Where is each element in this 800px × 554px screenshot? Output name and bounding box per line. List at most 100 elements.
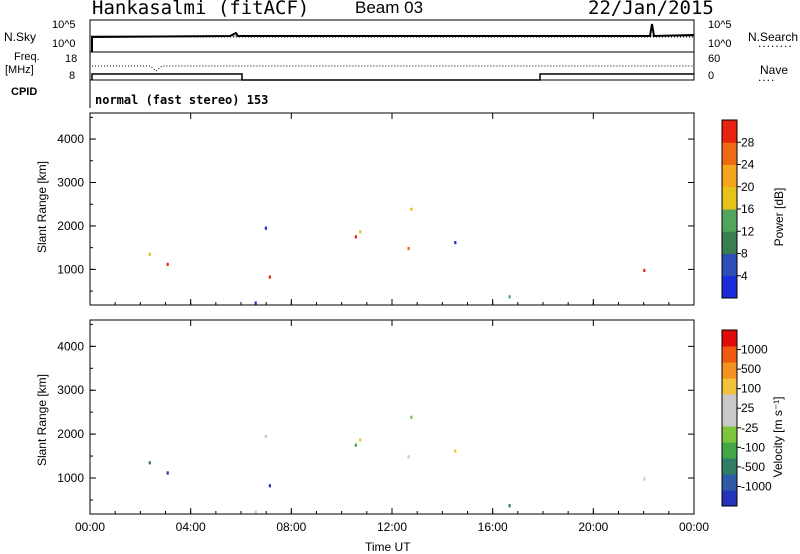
power-ytick-label: 4000 bbox=[57, 132, 84, 146]
power-colorbar: 28 24 20 16 12 8 4 bbox=[721, 119, 755, 299]
velocity-colorbar-tick-label: 1000 bbox=[741, 343, 768, 357]
velocity-colorbar-swatch bbox=[722, 442, 737, 459]
freq-unit-label: [MHz] bbox=[5, 64, 34, 76]
velocity-colorbar-swatch bbox=[722, 362, 737, 379]
date-title: 22/Jan/2015 bbox=[588, 0, 714, 19]
velocity-colorbar-swatch bbox=[722, 474, 737, 491]
velocity-data-cell bbox=[407, 455, 410, 459]
power-data-cell bbox=[254, 301, 257, 305]
nave-legend-dots: .... bbox=[758, 70, 776, 84]
power-colorbar-swatch bbox=[722, 164, 737, 188]
velocity-colorbar-tick-label: 500 bbox=[741, 362, 761, 376]
power-colorbar-tick-label: 8 bbox=[741, 247, 748, 261]
velocity-ytick-label: 2000 bbox=[57, 427, 84, 441]
velocity-data-cell bbox=[508, 504, 511, 508]
power-ytick-label: 3000 bbox=[57, 176, 84, 190]
velocity-ylabel: Slant Range [km] bbox=[35, 373, 49, 467]
velocity-panel: 4000 3000 2000 1000 00:00 04:00 08:00 12:00 16:0… bbox=[57, 319, 709, 534]
velocity-colorbar-swatch bbox=[722, 394, 737, 411]
velocity-frame bbox=[89, 319, 695, 515]
nsky-trace bbox=[91, 23, 695, 52]
nave-tick-low: 0 bbox=[708, 70, 715, 82]
nsearch-tick-low: 10^0 bbox=[708, 38, 732, 50]
velocity-colorbar-tick-label: 100 bbox=[741, 382, 761, 396]
velocity-colorbar: 1000 500 100 25 -25 -100 -500 -1000 bbox=[721, 329, 772, 507]
velocity-colorbar-swatch bbox=[722, 378, 737, 395]
freq-tick-low: 8 bbox=[69, 70, 76, 82]
velocity-data-cell bbox=[166, 471, 169, 475]
nsky-tick-high: 10^5 bbox=[52, 19, 76, 31]
nave-label: Nave bbox=[760, 63, 789, 77]
freq-tick-high: 18 bbox=[65, 53, 78, 65]
power-data-cell bbox=[454, 241, 457, 245]
power-ytick-label: 2000 bbox=[57, 219, 84, 233]
x-tick-label: 00:00 bbox=[75, 520, 105, 534]
nave-tick-high: 60 bbox=[708, 53, 721, 65]
power-panel: 4000 3000 2000 1000 bbox=[57, 112, 695, 306]
power-data-cell bbox=[359, 230, 362, 234]
velocity-colorbar-tick-label: -100 bbox=[741, 440, 765, 454]
power-colorbar-tick-label: 16 bbox=[741, 202, 755, 216]
power-colorbar-swatch bbox=[722, 209, 737, 232]
power-frame bbox=[89, 112, 695, 306]
velocity-colorbar-tick-label: -1000 bbox=[741, 479, 772, 493]
power-colorbar-tick-label: 28 bbox=[741, 135, 755, 149]
x-tick-label: 04:00 bbox=[176, 520, 206, 534]
power-ylabel: Slant Range [km] bbox=[35, 160, 49, 254]
velocity-colorbar-label: Velocity [m s⁻¹] bbox=[771, 396, 785, 478]
power-data-cell bbox=[148, 252, 151, 256]
power-data-cell bbox=[268, 275, 271, 279]
x-tick-label: 20:00 bbox=[578, 520, 608, 534]
station-title: Hankasalmi (fitACF) bbox=[92, 0, 310, 19]
power-colorbar-label: Power [dB] bbox=[772, 187, 786, 247]
velocity-colorbar-tick-label: 25 bbox=[741, 401, 755, 415]
power-colorbar-tick-label: 12 bbox=[741, 224, 755, 238]
x-tick-label: 00:00 bbox=[679, 520, 709, 534]
velocity-colorbar-tick-label: -25 bbox=[741, 421, 759, 435]
velocity-colorbar-swatch bbox=[722, 330, 737, 347]
x-tick-label: 12:00 bbox=[377, 520, 407, 534]
velocity-colorbar-swatch bbox=[722, 346, 737, 363]
velocity-colorbar-swatch bbox=[722, 426, 737, 443]
velocity-colorbar-swatch bbox=[722, 458, 737, 475]
velocity-data-cell bbox=[354, 443, 357, 447]
nsky-tick-low: 10^0 bbox=[52, 38, 76, 50]
nsky-label: N.Sky bbox=[4, 30, 37, 44]
velocity-ytick-label: 3000 bbox=[57, 383, 84, 397]
velocity-data-cell bbox=[268, 484, 271, 488]
x-tick-label: 16:00 bbox=[478, 520, 508, 534]
nave-trace bbox=[92, 65, 694, 72]
cpid-label: CPID bbox=[11, 86, 38, 98]
velocity-data-cell bbox=[454, 449, 457, 453]
power-colorbar-swatch bbox=[722, 275, 737, 299]
freq-label: Freq. bbox=[14, 51, 40, 63]
cpid-text: normal (fast stereo) 153 bbox=[95, 93, 269, 107]
nsearch-tick-high: 10^5 bbox=[708, 19, 732, 31]
power-colorbar-swatch bbox=[722, 186, 737, 210]
power-data-cell bbox=[166, 262, 169, 266]
power-data-cell bbox=[508, 295, 511, 299]
velocity-data-cell bbox=[410, 415, 413, 419]
power-colorbar-tick-label: 4 bbox=[741, 269, 748, 283]
beam-title: Beam 03 bbox=[355, 0, 424, 17]
x-tick-label: 08:00 bbox=[276, 520, 306, 534]
x-axis-label: Time UT bbox=[365, 540, 411, 554]
velocity-colorbar-frame bbox=[721, 329, 738, 507]
velocity-data-cell bbox=[148, 461, 151, 465]
velocity-data-cell bbox=[254, 510, 257, 514]
freq-trace bbox=[91, 73, 694, 81]
power-data-cell bbox=[643, 268, 646, 272]
power-colorbar-swatch bbox=[722, 231, 737, 254]
power-data-cell bbox=[407, 246, 410, 251]
velocity-ytick-label: 4000 bbox=[57, 339, 84, 353]
power-colorbar-tick-label: 20 bbox=[741, 180, 755, 194]
nsearch-legend-dots: ........ bbox=[758, 36, 793, 50]
nsearch-label: N.Search bbox=[748, 30, 799, 44]
power-ytick-label: 1000 bbox=[57, 262, 84, 276]
power-data-cell bbox=[354, 235, 357, 239]
velocity-ytick-label: 1000 bbox=[57, 471, 84, 485]
velocity-colorbar-tick-label: -500 bbox=[741, 460, 765, 474]
power-colorbar-tick-label: 24 bbox=[741, 158, 755, 172]
velocity-data-cell bbox=[359, 438, 362, 442]
